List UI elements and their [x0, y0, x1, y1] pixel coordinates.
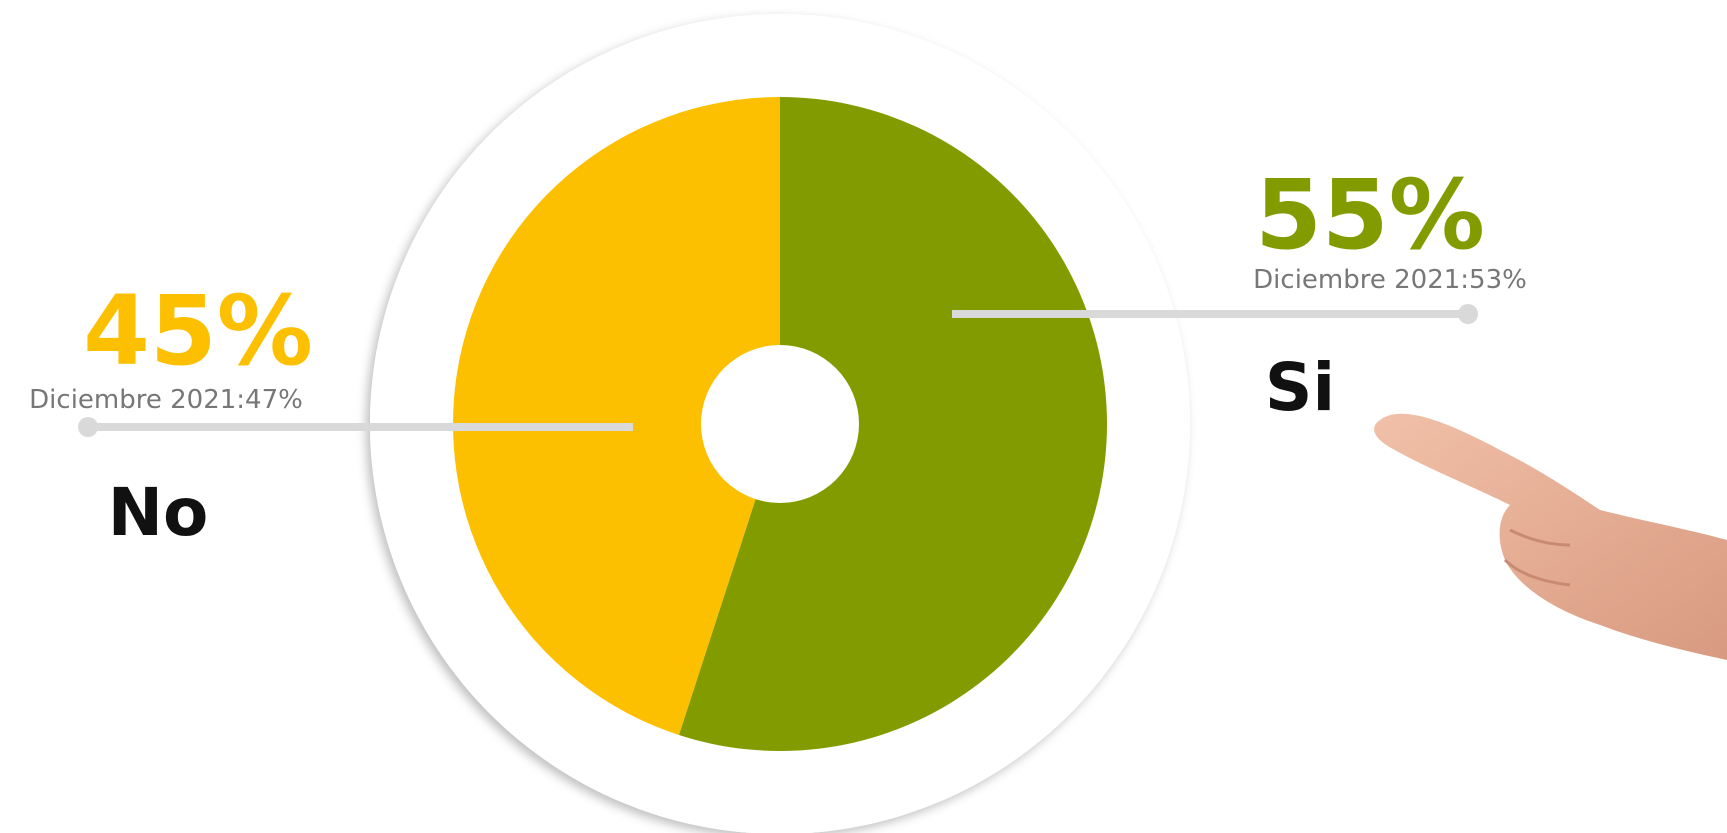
pie [453, 97, 1107, 751]
hand-illustration [1374, 413, 1727, 660]
leader-dot [78, 417, 98, 437]
value-label: 45% [83, 275, 313, 387]
value-label: 55% [1255, 159, 1485, 271]
pie-slice [453, 97, 780, 735]
donut-hole [701, 345, 859, 503]
pie-slice [678, 97, 1107, 751]
category-label: No [108, 474, 209, 551]
leader-dot [1458, 304, 1478, 324]
annotation: Diciembre 2021:53% [1253, 265, 1527, 295]
annotation: Diciembre 2021:47% [29, 385, 303, 415]
category-label: Si [1265, 349, 1335, 426]
